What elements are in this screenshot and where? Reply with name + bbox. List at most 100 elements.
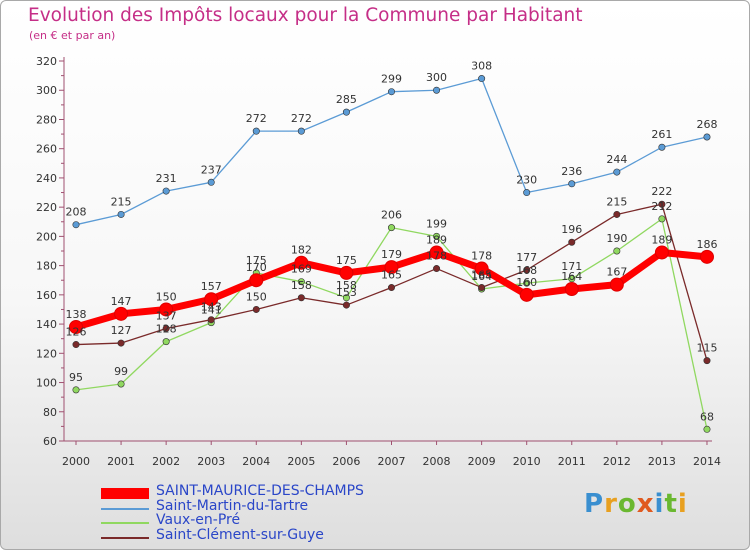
- data-label: 268: [696, 118, 717, 131]
- data-point: [339, 265, 354, 280]
- data-point: [72, 386, 80, 394]
- data-point: [117, 210, 125, 218]
- data-point: [568, 275, 576, 283]
- data-point: [568, 238, 576, 246]
- x-tick-label: 2006: [332, 455, 360, 468]
- logo-letter: P: [584, 489, 605, 519]
- data-label: 171: [561, 260, 582, 273]
- data-point: [72, 221, 80, 229]
- data-label: 189: [651, 233, 672, 246]
- data-point: [564, 282, 579, 296]
- data-label: 212: [651, 200, 672, 213]
- y-tick-label: 200: [36, 230, 57, 243]
- data-label: 153: [336, 286, 357, 299]
- data-label: 141: [201, 304, 222, 317]
- data-point: [478, 284, 486, 292]
- data-point: [387, 88, 395, 96]
- data-point: [114, 306, 129, 321]
- data-label: 237: [201, 163, 222, 176]
- data-point: [613, 210, 621, 218]
- data-point: [523, 189, 531, 197]
- data-label: 158: [291, 279, 312, 292]
- data-point: [523, 279, 531, 287]
- data-point: [162, 338, 170, 346]
- data-label: 208: [66, 206, 87, 219]
- legend-swatch: [101, 522, 149, 524]
- data-point: [568, 180, 576, 188]
- y-tick-label: 240: [36, 172, 57, 185]
- data-label: 308: [471, 60, 492, 73]
- x-tick-label: 2003: [197, 455, 225, 468]
- data-label: 177: [516, 251, 537, 264]
- logo-letter: o: [617, 489, 637, 519]
- data-label: 95: [69, 371, 83, 384]
- data-label: 127: [111, 324, 132, 337]
- data-label: 244: [606, 153, 627, 166]
- x-tick-label: 2012: [603, 455, 631, 468]
- legend-label: Saint-Martin-du-Tartre: [156, 497, 309, 514]
- data-point: [342, 301, 350, 309]
- data-point: [433, 232, 441, 240]
- legend-swatch: [101, 536, 149, 539]
- legend-swatch: [101, 507, 149, 510]
- y-tick-label: 60: [43, 435, 57, 448]
- data-point: [654, 245, 669, 260]
- data-point: [613, 247, 621, 255]
- data-label: 157: [201, 280, 222, 293]
- data-point: [159, 302, 174, 317]
- data-point: [294, 255, 309, 270]
- y-tick-label: 140: [36, 318, 57, 331]
- data-label: 285: [336, 93, 357, 106]
- data-label: 231: [156, 172, 177, 185]
- data-point: [658, 200, 666, 208]
- data-point: [478, 75, 486, 83]
- data-point: [658, 215, 666, 223]
- y-tick-label: 280: [36, 113, 57, 126]
- chart-subtitle: (en € et par an): [29, 29, 116, 42]
- data-label: 143: [201, 301, 222, 314]
- data-label: 150: [246, 290, 267, 303]
- data-point: [433, 86, 441, 94]
- data-point: [252, 305, 260, 313]
- data-label: 138: [66, 308, 87, 321]
- data-point: [249, 273, 264, 288]
- data-point: [384, 260, 399, 275]
- data-point: [433, 265, 441, 273]
- x-tick-label: 2004: [242, 455, 270, 468]
- x-tick-label: 2000: [62, 455, 90, 468]
- chart-title: Evolution des Impôts locaux pour la Comm…: [28, 5, 583, 26]
- data-label: 199: [426, 217, 447, 230]
- data-labels: 138 147 150 157 170 182 175 179 189 178 160 164 167 1…: [66, 60, 718, 424]
- data-point: [297, 294, 305, 302]
- x-tick-label: 2002: [152, 455, 180, 468]
- data-label: 182: [291, 244, 312, 257]
- data-label: 236: [561, 165, 582, 178]
- data-label: 150: [156, 290, 177, 303]
- data-label: 175: [336, 254, 357, 267]
- data-point: [699, 249, 714, 264]
- data-label: 170: [246, 261, 267, 274]
- data-label: 299: [381, 73, 402, 86]
- data-label: 230: [516, 174, 537, 187]
- x-tick-label: 2008: [423, 455, 451, 468]
- data-label: 272: [291, 112, 312, 125]
- y-tick-label: 160: [36, 289, 57, 302]
- data-point: [342, 108, 350, 116]
- data-point: [69, 320, 83, 334]
- series-markers: [69, 75, 714, 433]
- x-tick-label: 2013: [648, 455, 676, 468]
- data-point: [207, 316, 215, 324]
- x-tick-label: 2001: [107, 455, 135, 468]
- data-label: 222: [651, 185, 672, 198]
- data-label: 147: [111, 295, 132, 308]
- data-label: 99: [114, 365, 128, 378]
- logo-letter: r: [604, 489, 618, 519]
- data-label: 164: [471, 270, 492, 283]
- data-label: 272: [246, 112, 267, 125]
- legend-label: Saint-Clément-sur-Guye: [156, 526, 324, 543]
- data-label: 137: [156, 309, 177, 322]
- data-label: 160: [516, 276, 537, 289]
- data-label: 189: [426, 233, 447, 246]
- y-tick-label: 300: [36, 84, 57, 97]
